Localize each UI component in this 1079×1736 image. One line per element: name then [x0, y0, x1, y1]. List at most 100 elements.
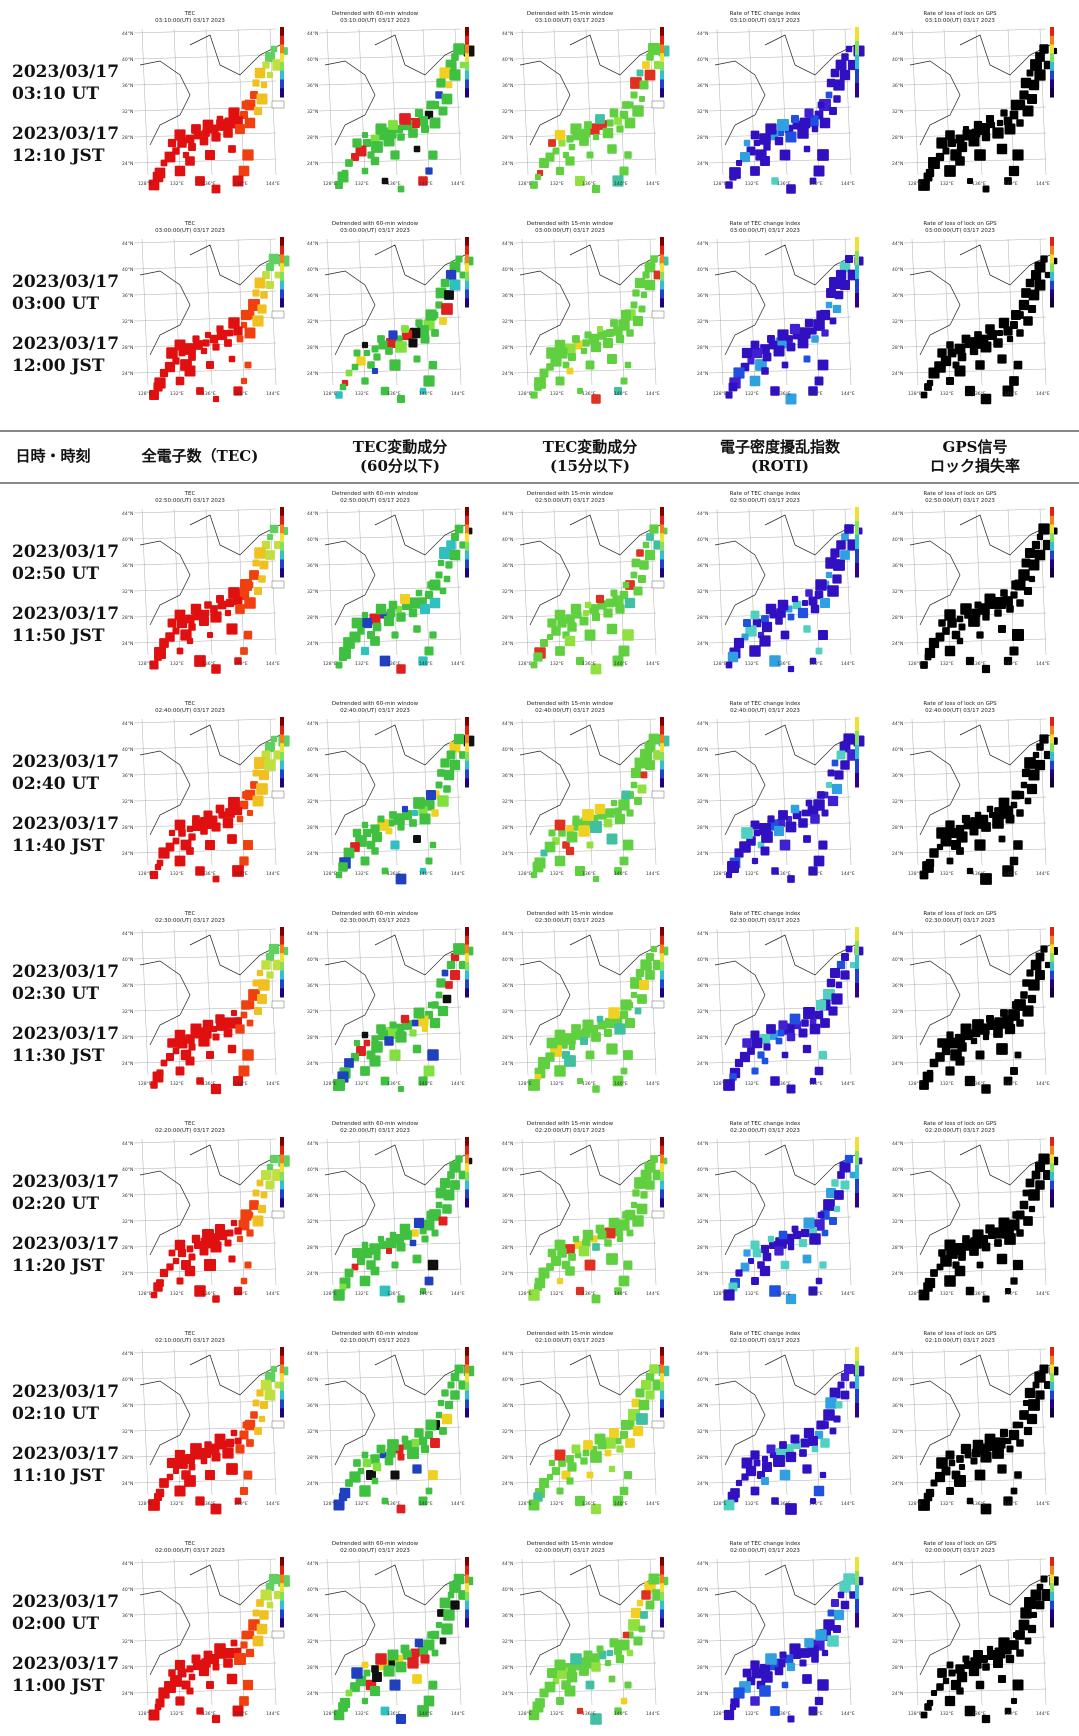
observation-points — [149, 253, 290, 403]
lat-tick: 36°N — [122, 1403, 133, 1409]
lon-tick: 132°E — [745, 661, 759, 667]
lat-tick: 36°N — [502, 83, 513, 89]
lon-tick: 144°E — [266, 391, 280, 397]
lon-tick: 136°E — [202, 661, 216, 667]
panel-timestamp: 02:40:00(UT) 03/17 2023 — [340, 708, 410, 714]
lon-tick: 132°E — [940, 1291, 954, 1297]
lat-tick: 44°N — [307, 31, 318, 37]
observation-points — [150, 1154, 290, 1303]
lat-tick: 36°N — [697, 1403, 708, 1409]
lat-tick: 44°N — [697, 721, 708, 727]
lat-tick: 44°N — [892, 241, 903, 247]
lon-tick: 136°E — [582, 1711, 596, 1717]
lat-tick: 36°N — [307, 1193, 318, 1199]
lon-tick: 132°E — [940, 1711, 954, 1717]
coastline — [324, 934, 466, 1046]
lon-tick: 128°E — [518, 1081, 532, 1087]
lon-tick: 144°E — [646, 661, 660, 667]
lon-tick: 128°E — [518, 661, 532, 667]
coastline — [714, 514, 856, 626]
jst-time: 2023/03/17 12:00 JST — [12, 334, 120, 376]
lon-tick: 140°E — [614, 391, 628, 397]
lat-tick: 32°N — [892, 1009, 903, 1015]
lat-tick: 36°N — [697, 983, 708, 989]
d15-map: Detrended with 15-min window03:00:00(UT)… — [502, 221, 669, 404]
lat-tick: 36°N — [697, 773, 708, 779]
lat-tick: 40°N — [892, 747, 903, 753]
lon-tick: 140°E — [614, 1711, 628, 1717]
lat-tick: 36°N — [502, 1403, 513, 1409]
lon-tick: 136°E — [972, 1501, 986, 1507]
lon-tick: 140°E — [614, 661, 628, 667]
lat-tick: 40°N — [697, 1587, 708, 1593]
map-graticule — [133, 1558, 277, 1706]
lon-tick: 128°E — [323, 871, 337, 877]
panel-title: TEC — [184, 701, 196, 707]
d15-map: Detrended with 15-min window02:50:00(UT)… — [502, 491, 668, 675]
d60-panel: Detrended with 60-min window 02:10:00(UT)… — [305, 1325, 485, 1525]
lat-tick: 24°N — [307, 1271, 318, 1277]
map-graticule — [903, 238, 1047, 386]
lon-tick: 136°E — [387, 1711, 401, 1717]
lon-tick: 140°E — [614, 1291, 628, 1297]
colorbar — [855, 1557, 859, 1628]
lon-tick: 128°E — [518, 391, 532, 397]
lat-tick: 36°N — [122, 293, 133, 299]
lat-tick: 36°N — [892, 983, 903, 989]
lat-tick: 24°N — [892, 1271, 903, 1277]
colorbar — [465, 1557, 469, 1628]
tec-panel: TEC 02:10:00(UT) 03/17 2023 44°N 40°N 36°N 32… — [120, 1325, 300, 1525]
lon-tick: 136°E — [777, 391, 791, 397]
lat-tick: 28°N — [697, 135, 708, 141]
lon-tick: 132°E — [940, 1081, 954, 1087]
lat-tick: 40°N — [697, 537, 708, 543]
coastline — [324, 244, 466, 356]
colorbar — [1050, 717, 1054, 788]
observation-points — [723, 1364, 865, 1515]
lat-tick: 24°N — [502, 371, 513, 377]
lat-tick: 24°N — [307, 1061, 318, 1067]
lat-tick: 40°N — [122, 57, 133, 63]
colorbar — [280, 927, 284, 998]
panel-title: Detrended with 60-min window — [332, 701, 419, 707]
panel-title: TEC — [184, 11, 196, 17]
lat-tick: 24°N — [502, 1691, 513, 1697]
lon-tick: 132°E — [550, 391, 564, 397]
lon-tick: 132°E — [355, 1501, 369, 1507]
gps-panel: Rate of loss of lock on GPS 03:00:00(UT) … — [890, 215, 1070, 415]
d60-map: Detrended with 60-min window02:40:00(UT)… — [307, 701, 475, 885]
header-tec: 全電子数（TEC) — [141, 447, 259, 465]
lat-tick: 28°N — [502, 1245, 513, 1251]
lat-tick: 32°N — [122, 1429, 133, 1435]
lon-tick: 144°E — [841, 1291, 855, 1297]
lat-tick: 44°N — [307, 1351, 318, 1357]
lon-tick: 140°E — [809, 1081, 823, 1087]
lon-tick: 132°E — [550, 1501, 564, 1507]
lat-tick: 44°N — [122, 511, 133, 517]
lon-tick: 140°E — [614, 1501, 628, 1507]
column-header: 日時・時刻 全電子数（TEC) TEC変動成分 (60分以下) TEC変動成分 (1… — [0, 430, 1079, 484]
panel-title: Rate of loss of lock on GPS — [923, 911, 997, 917]
lat-tick: 24°N — [697, 641, 708, 647]
d15-map: Detrended with 15-min window02:10:00(UT)… — [502, 1331, 670, 1515]
d60-map: Detrended with 60-min window02:50:00(UT)… — [307, 491, 473, 674]
lat-tick: 24°N — [307, 161, 318, 167]
lat-tick: 28°N — [697, 345, 708, 351]
lat-tick: 40°N — [307, 537, 318, 543]
gps-map: Rate of loss of lock on GPS02:30:00(UT) … — [892, 911, 1058, 1094]
lat-tick: 32°N — [307, 1429, 318, 1435]
colorbar — [1050, 927, 1054, 998]
lat-tick: 36°N — [697, 1193, 708, 1199]
lon-tick: 140°E — [809, 181, 823, 187]
lon-tick: 140°E — [419, 1501, 433, 1507]
lon-tick: 132°E — [550, 1081, 564, 1087]
lon-tick: 144°E — [1036, 1501, 1050, 1507]
lat-tick: 32°N — [122, 1639, 133, 1645]
d60-map: Detrended with 60-min window02:20:00(UT)… — [307, 1121, 473, 1303]
lat-tick: 40°N — [122, 267, 133, 273]
jst-time: 2023/03/17 12:10 JST — [12, 124, 120, 166]
colorbar — [465, 717, 469, 788]
lat-tick: 40°N — [122, 537, 133, 543]
